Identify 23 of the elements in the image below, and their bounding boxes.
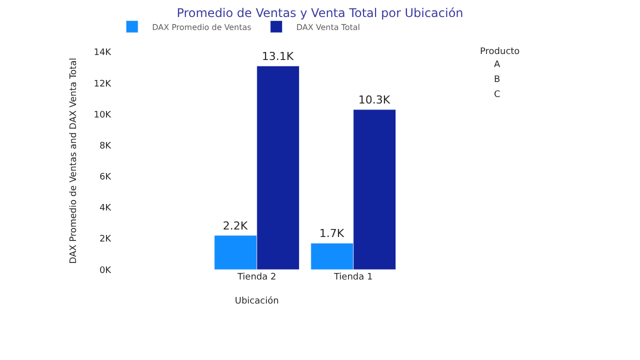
y-tick-label: 2K bbox=[99, 234, 112, 245]
y-tick-label: 12K bbox=[94, 79, 112, 90]
text: C bbox=[494, 90, 500, 100]
legend-label: DAX Promedio de Ventas bbox=[152, 22, 252, 32]
data-label: 10.3K bbox=[358, 94, 391, 107]
y-tick-label: 8K bbox=[99, 141, 112, 152]
text: Producto bbox=[480, 47, 520, 57]
data-label: 2.2K bbox=[222, 219, 248, 232]
y-tick-label: 4K bbox=[99, 204, 112, 214]
y-tick-label: 6K bbox=[99, 172, 112, 183]
y-tick-label: 10K bbox=[94, 110, 112, 120]
legend-label: DAX Venta Total bbox=[296, 22, 360, 32]
y-tick-label: 0K bbox=[99, 266, 112, 276]
x-axis-title: Ubicación bbox=[234, 295, 279, 306]
data-label: 13.1K bbox=[262, 50, 294, 63]
x-tick-label: Tienda 1 bbox=[332, 272, 373, 283]
text: B bbox=[494, 75, 500, 85]
x-tick-label: Tienda 2 bbox=[236, 272, 276, 283]
y-tick-label: 14K bbox=[94, 48, 112, 58]
data-label: 1.7K bbox=[319, 227, 345, 240]
chart-title: Promedio de Ventas y Venta Total por Ubicación bbox=[176, 6, 464, 20]
text: A bbox=[494, 60, 501, 70]
y-axis-title: DAX Promedio de Ventas and DAX Venta Total bbox=[69, 58, 80, 264]
